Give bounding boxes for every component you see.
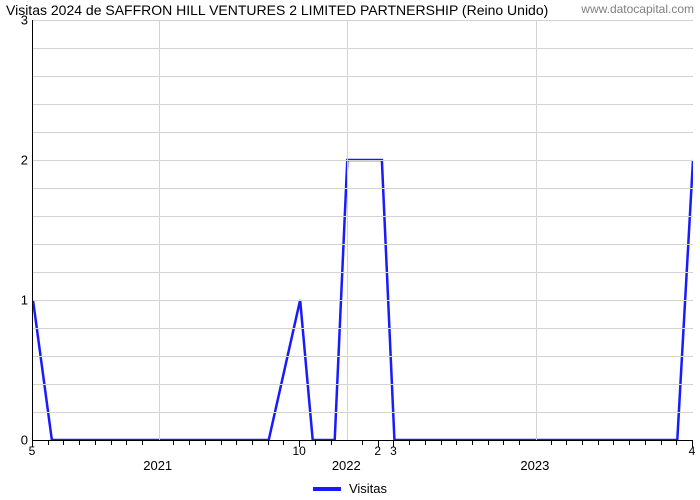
xtick-mark	[551, 440, 552, 445]
xtick-label-major: 2022	[332, 458, 361, 473]
gridline-h	[33, 160, 693, 161]
xtick-mark	[488, 440, 489, 445]
xtick-mark	[331, 440, 332, 445]
gridline-h-minor	[33, 216, 693, 217]
xtick-mark	[472, 440, 473, 445]
xtick-mark-labeled	[378, 440, 379, 447]
legend-swatch	[313, 487, 341, 491]
gridline-v	[347, 20, 348, 440]
xtick-mark	[283, 440, 284, 445]
gridline-v	[536, 20, 537, 440]
gridline-h-minor	[33, 104, 693, 105]
xtick-mark	[425, 440, 426, 445]
xtick-mark	[205, 440, 206, 445]
gridline-h	[33, 300, 693, 301]
ytick-label: 0	[14, 433, 28, 448]
xtick-mark	[142, 440, 143, 445]
xtick-mark	[598, 440, 599, 445]
xtick-mark-labeled	[32, 440, 33, 447]
xtick-mark-labeled	[299, 440, 300, 447]
xtick-mark	[441, 440, 442, 445]
xtick-mark	[582, 440, 583, 445]
xtick-label-major: 2023	[520, 458, 549, 473]
gridline-h-minor	[33, 132, 693, 133]
xtick-mark	[315, 440, 316, 445]
xtick-mark	[362, 440, 363, 445]
gridline-h-minor	[33, 188, 693, 189]
gridline-h-minor	[33, 356, 693, 357]
xtick-mark-labeled	[393, 440, 394, 447]
legend-label: Visitas	[349, 481, 387, 496]
ytick-label: 2	[14, 153, 28, 168]
xtick-mark	[503, 440, 504, 445]
xtick-mark	[629, 440, 630, 445]
gridline-h-minor	[33, 384, 693, 385]
gridline-v	[159, 20, 160, 440]
xtick-mark	[63, 440, 64, 445]
xtick-mark	[268, 440, 269, 445]
xtick-label-major: 2021	[143, 458, 172, 473]
xtick-mark	[456, 440, 457, 445]
xtick-mark	[409, 440, 410, 445]
ytick-label: 3	[14, 13, 28, 28]
gridline-h	[33, 20, 693, 21]
xtick-mark	[519, 440, 520, 445]
xtick-mark	[221, 440, 222, 445]
watermark: www.datocapital.com	[581, 2, 694, 16]
xtick-mark	[95, 440, 96, 445]
ytick-label: 1	[14, 293, 28, 308]
xtick-mark	[252, 440, 253, 445]
gridline-h-minor	[33, 76, 693, 77]
xtick-mark	[613, 440, 614, 445]
xtick-mark	[111, 440, 112, 445]
plot-area	[32, 20, 693, 441]
chart-container: Visitas 2024 de SAFFRON HILL VENTURES 2 …	[0, 0, 700, 500]
xtick-mark	[566, 440, 567, 445]
xtick-mark	[661, 440, 662, 445]
xtick-mark	[48, 440, 49, 445]
xtick-mark	[79, 440, 80, 445]
gridline-h-minor	[33, 328, 693, 329]
xtick-mark	[126, 440, 127, 445]
chart-title: Visitas 2024 de SAFFRON HILL VENTURES 2 …	[6, 2, 548, 18]
gridline-h-minor	[33, 412, 693, 413]
legend: Visitas	[313, 481, 387, 496]
gridline-h-minor	[33, 48, 693, 49]
xtick-mark	[173, 440, 174, 445]
xtick-mark	[645, 440, 646, 445]
gridline-h-minor	[33, 272, 693, 273]
xtick-mark-labeled	[692, 440, 693, 447]
data-line	[33, 20, 693, 440]
xtick-mark	[236, 440, 237, 445]
xtick-mark	[189, 440, 190, 445]
gridline-h-minor	[33, 244, 693, 245]
xtick-mark	[676, 440, 677, 445]
